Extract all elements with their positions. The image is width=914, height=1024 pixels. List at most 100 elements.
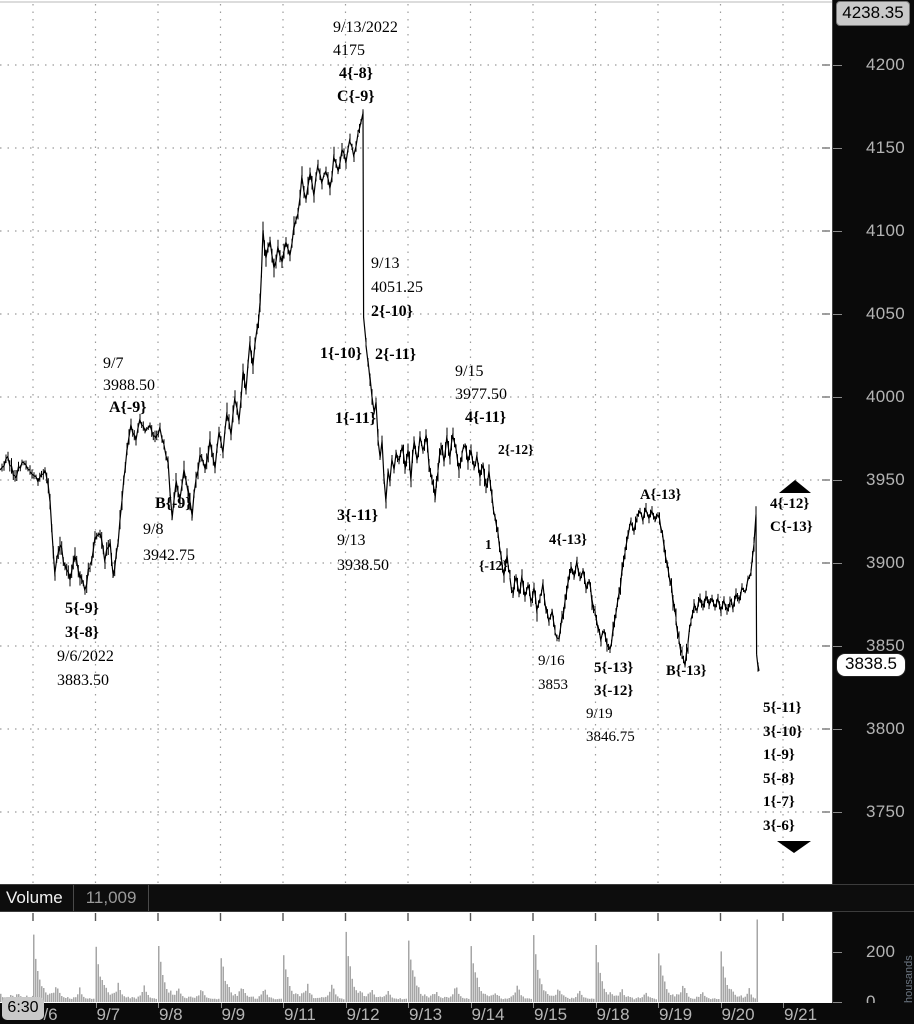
volume-bar <box>672 994 674 1002</box>
volume-axis-label: 200 <box>866 942 896 961</box>
volume-bar <box>740 995 742 1002</box>
volume-bar <box>341 998 343 1002</box>
volume-bar <box>51 993 53 1002</box>
volume-bar <box>238 991 240 1002</box>
volume-bar <box>357 992 359 1002</box>
volume-bar <box>492 994 494 1002</box>
volume-bar <box>470 946 472 1002</box>
price-axis-tick: 3750 <box>833 802 905 822</box>
volume-bar <box>180 993 182 1002</box>
volume-bar <box>676 994 678 1002</box>
volume-bar <box>603 988 605 1002</box>
volume-bar <box>635 998 637 1002</box>
volume-bar <box>468 998 470 1002</box>
volume-bar <box>508 998 510 1002</box>
volume-bar <box>472 963 474 1002</box>
volume-bar <box>698 996 700 1002</box>
volume-plot[interactable] <box>0 912 832 1003</box>
volume-bar <box>563 995 565 1002</box>
volume-header: Volume 11,009 <box>0 884 914 912</box>
volume-bar <box>377 997 379 1002</box>
volume-bar <box>408 940 410 1002</box>
volume-bar <box>305 990 307 1002</box>
time-axis[interactable]: 9/6 9/7 9/8 9/9 9/11 9/12 9/13 9/14 9/15 9/18 9/19… <box>0 997 914 1024</box>
volume-bar <box>756 919 758 1002</box>
volume-bar <box>660 965 662 1002</box>
volume-bar <box>232 995 234 1002</box>
volume-bar <box>502 999 504 1002</box>
volume-bar <box>149 997 151 1002</box>
volume-bar <box>399 998 401 1002</box>
volume-bar <box>184 997 186 1002</box>
volume-bar <box>111 993 113 1002</box>
tick-dash <box>833 562 842 564</box>
price-axis[interactable]: 4238.35 3838.5 thousands 4200 4150 4100 405… <box>832 0 914 1024</box>
tick-dash <box>833 313 842 315</box>
volume-bar <box>738 996 740 1002</box>
volume-bar <box>258 996 260 1002</box>
volume-bar <box>557 989 559 1002</box>
volume-bar <box>488 996 490 1002</box>
volume-bar <box>297 994 299 1002</box>
volume-bar <box>373 994 375 1002</box>
volume-bar <box>295 993 297 1002</box>
volume-bar <box>748 988 750 1002</box>
high-price-badge: 4238.35 <box>836 1 910 26</box>
price-axis-label: 3750 <box>866 802 906 821</box>
volume-bar <box>674 996 676 1002</box>
volume-bar <box>645 992 647 1002</box>
volume-bar <box>39 979 41 1002</box>
volume-bar <box>428 997 430 1002</box>
volume-bar <box>99 976 101 1002</box>
volume-bar <box>599 972 601 1002</box>
volume-bar <box>123 996 125 1002</box>
volume-bar <box>57 988 59 1002</box>
volume-bar <box>351 978 353 1002</box>
volume-bar <box>478 987 480 1002</box>
volume-bar <box>530 998 532 1002</box>
volume-bar <box>299 996 301 1002</box>
volume-bar <box>135 998 137 1002</box>
volume-bar <box>500 998 502 1002</box>
volume-bar <box>583 997 585 1002</box>
volume-bar <box>153 998 155 1002</box>
volume-bar <box>686 993 688 1002</box>
volume-bar <box>547 994 549 1002</box>
volume-bar <box>49 993 51 1002</box>
volume-bar <box>565 996 567 1002</box>
price-plot[interactable] <box>0 0 832 884</box>
volume-bar <box>522 996 524 1002</box>
date-label: 9/7 <box>96 1005 121 1024</box>
price-axis-label: 3850 <box>866 636 906 655</box>
volume-bar <box>276 999 278 1002</box>
volume-bar <box>575 997 577 1002</box>
time-badge: 6:30 <box>2 997 44 1020</box>
volume-bar <box>734 994 736 1002</box>
volume-bar <box>700 994 702 1002</box>
volume-bar <box>131 997 133 1002</box>
volume-bar <box>151 998 153 1002</box>
volume-bar <box>440 997 442 1002</box>
volume-bar <box>559 990 561 1002</box>
volume-bar <box>170 990 172 1002</box>
volume-bar <box>476 977 478 1002</box>
volume-bar <box>401 999 403 1002</box>
volume-bar <box>658 953 660 1002</box>
volume-bar <box>129 998 131 1002</box>
volume-bar <box>728 988 730 1002</box>
volume-bar <box>696 996 698 1002</box>
volume-bar <box>375 997 377 1002</box>
volume-bar <box>524 998 526 1002</box>
volume-bar <box>145 991 147 1002</box>
volume-bar <box>520 995 522 1002</box>
volume-bar <box>430 995 432 1002</box>
volume-bar <box>387 991 389 1002</box>
volume-bar <box>641 997 643 1002</box>
volume-bar <box>53 992 55 1002</box>
volume-bar <box>670 995 672 1002</box>
volume-bar <box>254 998 256 1002</box>
volume-bar <box>448 997 450 1002</box>
volume-bar <box>101 980 103 1002</box>
volume-bar <box>69 998 71 1002</box>
volume-bar <box>33 934 35 1002</box>
